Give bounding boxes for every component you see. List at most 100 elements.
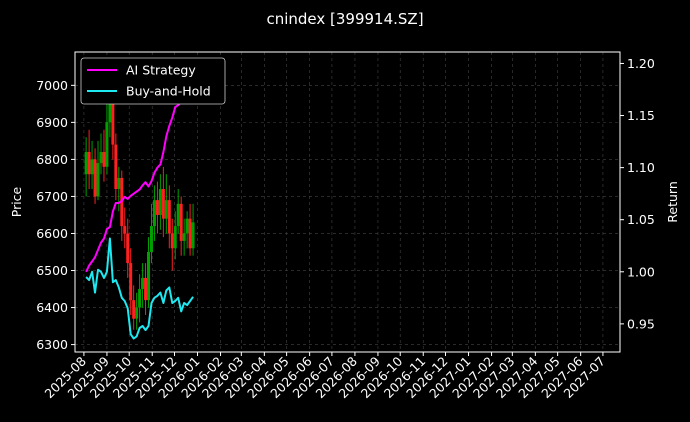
candle-body	[144, 277, 148, 301]
candle	[93, 148, 97, 204]
candle	[170, 218, 174, 271]
candle	[167, 185, 171, 249]
legend: AI Strategy Buy-and-Hold	[80, 57, 226, 105]
y2-tick-label: 1.15	[627, 108, 655, 123]
candle	[164, 174, 168, 234]
candle-body	[141, 277, 145, 290]
candle	[161, 166, 165, 238]
candle-body	[108, 100, 112, 123]
candle-body	[87, 152, 91, 175]
candle	[147, 237, 151, 308]
candle	[144, 263, 148, 315]
y2-tick-label: 0.95	[627, 316, 655, 331]
candle-body	[161, 189, 165, 219]
y2-tick-label: 1.05	[627, 212, 655, 227]
candle-body	[188, 218, 192, 249]
candle-body	[179, 203, 183, 241]
y-tick-label: 7000	[36, 78, 68, 93]
legend-label-bh: Buy-and-Hold	[126, 84, 211, 99]
candle-body	[158, 189, 162, 215]
y-tick-label: 6800	[36, 152, 68, 167]
ai-strategy-line	[85, 80, 195, 273]
candle	[114, 133, 118, 201]
candle	[126, 218, 130, 278]
candle-body	[167, 200, 171, 234]
candle-body	[191, 222, 195, 249]
candle-body	[102, 152, 106, 167]
candle	[176, 189, 180, 234]
y2-tick-label: 1.00	[627, 264, 655, 279]
y2-axis-title: Return	[665, 181, 680, 222]
candle-body	[152, 200, 156, 227]
y-tick-label: 6700	[36, 189, 68, 204]
candle	[158, 174, 162, 230]
candle-body	[84, 152, 88, 175]
candle-body	[93, 159, 97, 197]
candle-body	[90, 159, 94, 175]
candle-body	[117, 177, 121, 190]
candle-body	[135, 307, 139, 319]
candle	[96, 140, 100, 201]
chart-title: cnindex [399914.SZ]	[266, 10, 423, 28]
candle-body	[129, 263, 133, 301]
candle-body	[123, 226, 127, 234]
candle	[132, 285, 136, 330]
candle	[191, 203, 195, 256]
plot-frame	[74, 51, 621, 353]
candle-body	[149, 226, 153, 252]
y-tick-label: 6900	[36, 115, 68, 130]
candle	[102, 129, 106, 182]
candle-body	[111, 100, 115, 145]
candle	[87, 129, 91, 190]
candle	[99, 133, 103, 175]
y2-tick-label: 1.20	[627, 56, 655, 71]
candle	[188, 203, 192, 256]
candle-body	[185, 218, 189, 234]
candle	[173, 211, 177, 260]
candle-body	[164, 200, 168, 219]
candle	[90, 140, 94, 190]
candle	[138, 274, 142, 323]
candle-body	[99, 152, 103, 164]
candle-body	[155, 200, 159, 215]
candle	[179, 196, 183, 256]
grid-layer	[75, 52, 620, 352]
buy-and-hold-line	[85, 237, 194, 340]
candle	[152, 185, 156, 241]
candle	[123, 207, 127, 249]
y2-tick-label: 1.10	[627, 160, 655, 175]
line-layer	[85, 80, 195, 340]
candle	[185, 211, 189, 249]
x-axis-ticks: 2025-082025-092025-102025-112025-122026-…	[41, 352, 608, 401]
candle	[149, 203, 153, 264]
y-tick-label: 6400	[36, 300, 68, 315]
candle-body	[182, 233, 186, 241]
candle-body	[114, 144, 118, 190]
candle-layer	[84, 89, 195, 330]
candle	[120, 170, 124, 241]
y-axis-title: Price	[9, 186, 24, 217]
candle-body	[126, 233, 130, 264]
candle-body	[132, 300, 136, 319]
y-tick-label: 6300	[36, 337, 68, 352]
legend-label-ai: AI Strategy	[126, 63, 196, 78]
y-tick-label: 6500	[36, 263, 68, 278]
candle	[155, 181, 159, 234]
candle-body	[105, 122, 109, 167]
candle	[182, 218, 186, 256]
candle	[129, 248, 133, 315]
candle	[105, 103, 109, 175]
candle-body	[138, 289, 142, 308]
candle-body	[173, 226, 177, 249]
candle-body	[147, 252, 151, 301]
y-tick-label: 6600	[36, 226, 68, 241]
candle	[84, 137, 88, 197]
candle	[141, 263, 145, 308]
candle-body	[176, 203, 180, 227]
candle	[135, 292, 139, 330]
candle-body	[170, 233, 174, 249]
left-axis-ticks: 6300 6400 6500 6600 6700 6800 6900 7000	[36, 78, 75, 352]
candle-body	[96, 163, 100, 197]
candle	[117, 166, 121, 212]
